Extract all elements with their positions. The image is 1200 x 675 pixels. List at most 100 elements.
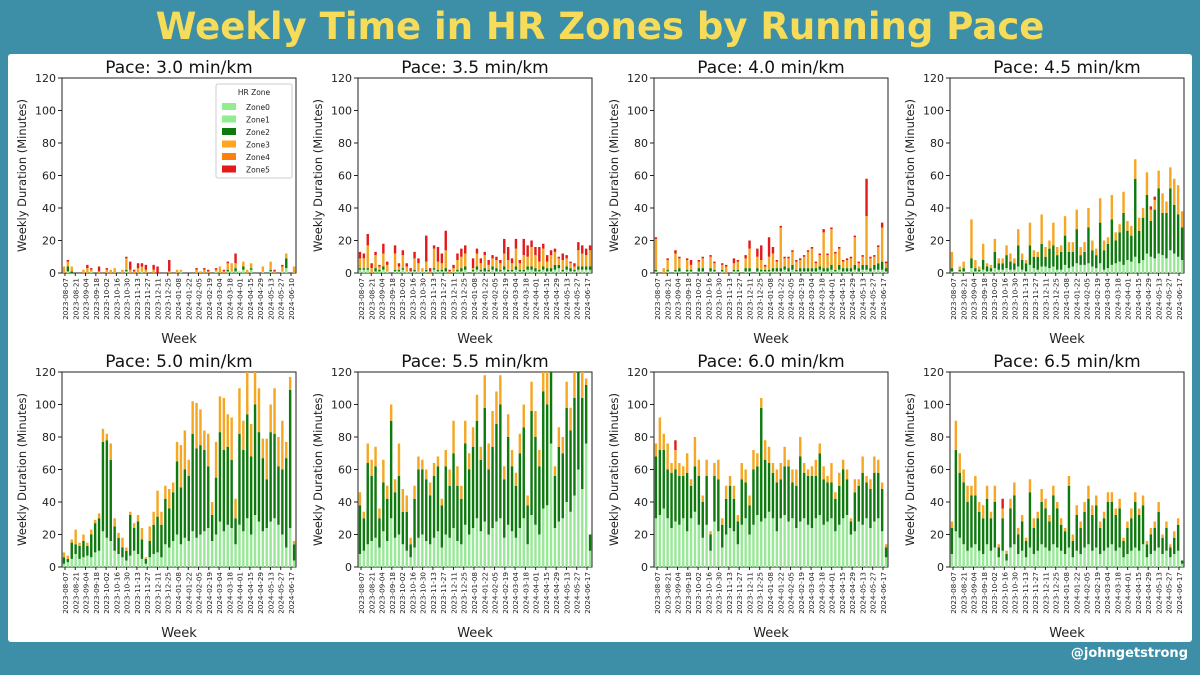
bar-segment [1130,518,1133,551]
bar-segment [249,268,253,270]
bar-segment [818,269,821,273]
bar-segment [791,482,794,519]
bar-segment [795,469,798,486]
bar-segment [849,534,853,567]
bar-segment [569,261,572,264]
bar-segment [1126,230,1129,260]
bar-segment [1095,505,1098,548]
x-tick-label: 2023-10-02 [694,572,703,614]
bar-segment [1056,255,1059,270]
bar-segment [413,251,416,259]
bar-segment [736,544,740,567]
x-tick-label: 2024-04-29 [552,572,561,614]
bar-segment [806,524,810,567]
x-tick-label: 2024-04-29 [1144,572,1153,614]
bar-segment [573,271,576,273]
bar-segment [66,555,70,559]
bar-segment [199,445,202,535]
bar-segment [1040,502,1043,545]
bar-segment [362,518,366,551]
bar-segment [428,271,432,273]
x-tick-label: 2024-06-17 [1175,572,1184,614]
x-tick-label: 2023-10-30 [123,572,132,614]
x-tick-label: 2023-10-02 [398,572,407,614]
bar-segment [136,263,140,269]
bar-segment [1134,502,1137,548]
bar-segment [880,269,884,273]
bar-segment [795,269,798,272]
bar-segment [1048,240,1051,249]
bar-segment [573,263,576,267]
x-tick-label: 2023-09-18 [684,572,693,614]
bar-segment [1013,495,1016,545]
bar-segment [1149,256,1153,273]
bar-segment [1102,240,1106,251]
bar-segment [814,271,818,273]
bar-segment [549,271,553,273]
y-tick-label: 80 [42,431,56,444]
bar-segment [374,271,377,273]
bar-segment [958,537,961,567]
bar-segment [171,482,175,493]
bar-segment [674,521,677,567]
bar-segment [362,258,366,269]
chart-title: Pace: 4.0 min/km [697,58,844,78]
bar-segment [958,453,961,473]
bar-segment [475,269,479,273]
bar-segment [378,518,381,548]
bar-segment [1118,547,1121,567]
bar-segment [483,271,486,273]
bar-segment [877,245,880,247]
bar-segment [191,531,194,567]
bar-segment [526,245,529,257]
bar-segment [66,266,70,272]
x-tick-label: 2024-02-05 [195,278,204,320]
bar-segment [1145,557,1149,567]
bar-segment [981,554,985,567]
bar-segment [791,264,794,270]
x-tick-label: 2024-05-27 [1165,572,1174,614]
bar-segment [857,479,860,486]
bar-segment [834,498,837,532]
bar-segment [203,450,206,532]
bar-segment [440,271,444,273]
bar-segment [246,269,249,273]
bar-segment [857,271,860,273]
bar-segment [950,271,954,273]
bar-segment [1161,534,1164,538]
bar-segment [1013,544,1016,567]
bar-segment [214,271,218,273]
bar-segment [826,482,829,522]
bar-segment [1130,235,1133,262]
y-axis-label: Weekly Duration (Minutes) [607,393,621,546]
bar-segment [1063,531,1067,554]
bar-segment [358,505,362,554]
bar-segment [826,255,829,269]
bar-segment [795,528,798,567]
bar-segment [105,269,109,273]
bar-segment [246,518,249,567]
bar-segment [425,469,428,480]
bar-segment [1017,245,1020,267]
x-tick-label: 2024-04-15 [1134,572,1143,614]
bar-segment [1180,560,1184,564]
x-tick-label: 2024-02-05 [195,572,204,614]
bar-segment [269,432,272,522]
bar-segment [503,269,506,273]
bar-segment [838,247,841,249]
bar-segment [861,255,864,257]
bar-segment [732,485,736,499]
bar-segment [884,263,888,269]
bar-segment [1098,198,1102,223]
bar-segment [109,459,112,541]
bar-segment [140,558,144,567]
bar-segment [452,264,455,269]
bar-segment [195,269,198,273]
bar-segment [584,248,588,256]
bar-segment [1145,541,1149,545]
x-tick-label: 2024-02-05 [1083,572,1092,614]
bar-segment [810,268,814,272]
x-tick-label: 2024-04-01 [236,572,245,614]
bar-segment [542,391,545,509]
x-axis-label: Week [753,626,789,641]
